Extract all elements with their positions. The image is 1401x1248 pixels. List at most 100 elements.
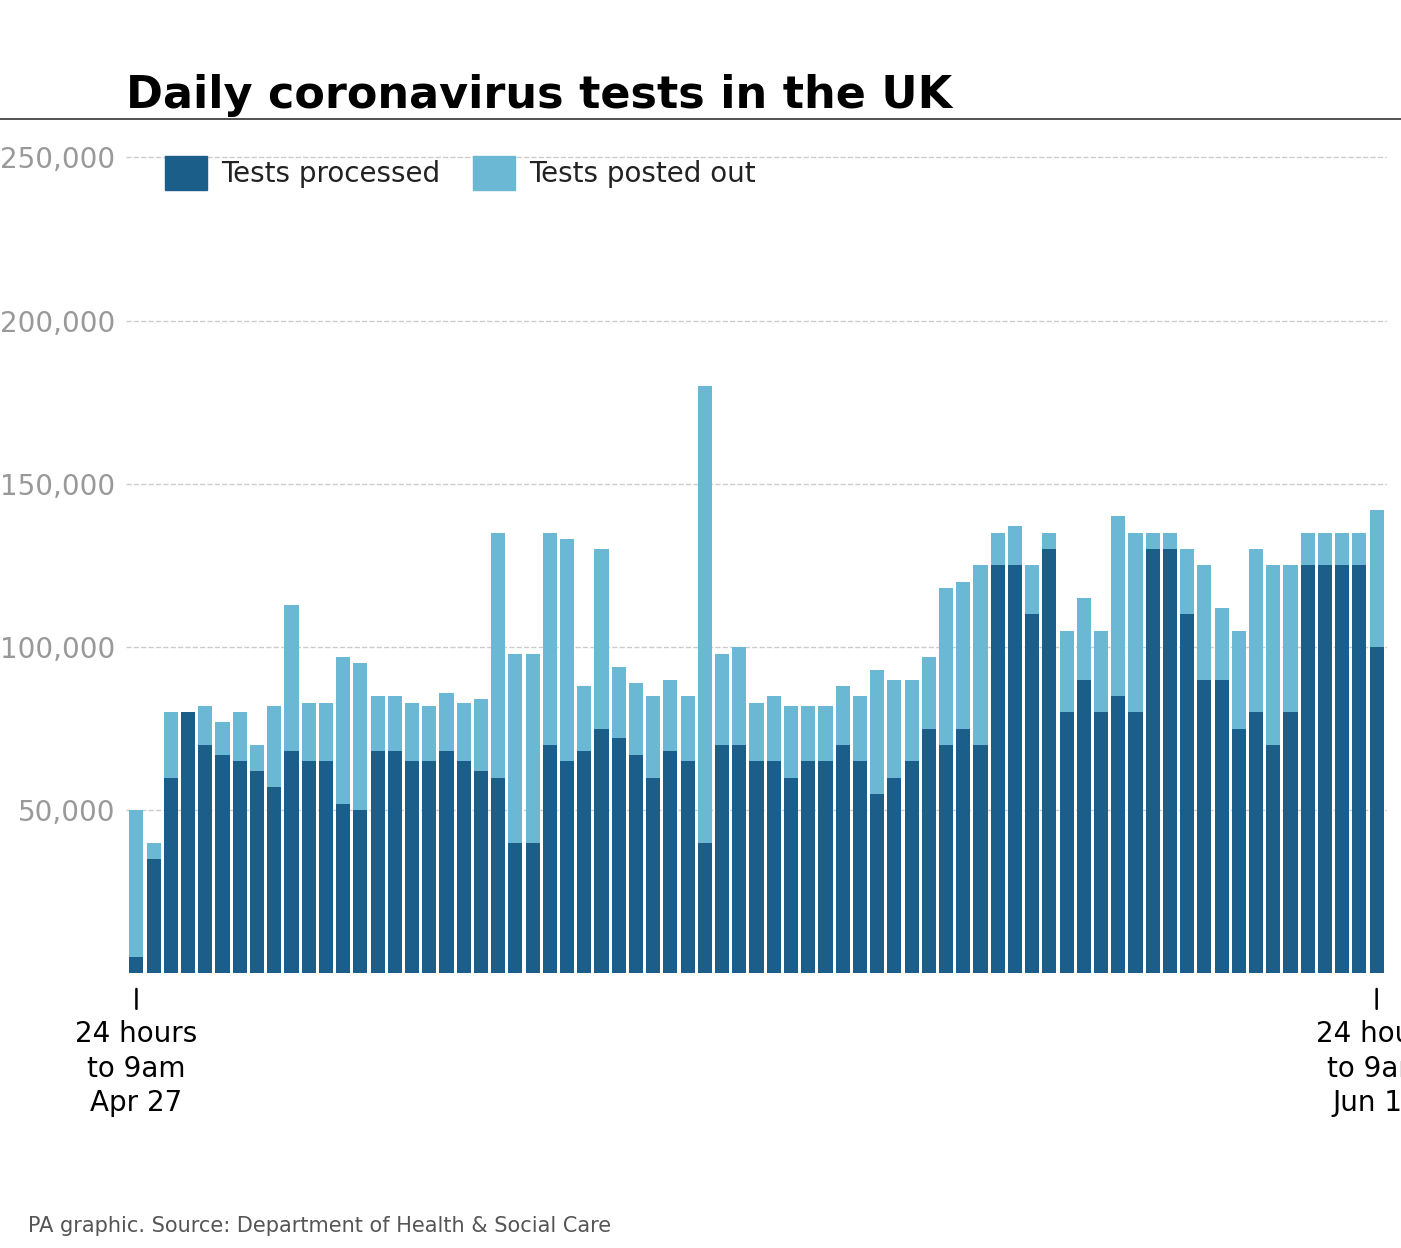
Bar [905, 761, 919, 973]
Bar [353, 810, 367, 973]
Bar [560, 761, 574, 973]
Bar [1163, 533, 1177, 549]
Bar [835, 745, 850, 973]
Bar [681, 696, 695, 761]
Bar [629, 683, 643, 755]
Bar [353, 664, 367, 810]
Bar [974, 745, 988, 973]
Bar [1077, 598, 1091, 680]
Bar [1128, 533, 1143, 713]
Bar [785, 706, 799, 778]
Bar [509, 842, 523, 973]
Bar [1300, 533, 1314, 565]
Bar [1318, 533, 1332, 565]
Bar [818, 706, 832, 761]
Bar [1231, 630, 1245, 729]
Bar [577, 751, 591, 973]
Bar [474, 771, 488, 973]
Bar [233, 761, 247, 973]
Bar [750, 761, 764, 973]
Bar [216, 755, 230, 973]
Bar [715, 745, 729, 973]
Bar [560, 539, 574, 761]
Bar [1094, 713, 1108, 973]
Bar [542, 533, 558, 745]
Bar [1231, 729, 1245, 973]
Bar [319, 761, 333, 973]
Bar [233, 713, 247, 761]
Bar [629, 755, 643, 973]
Bar [1146, 549, 1160, 973]
Bar [1250, 713, 1264, 973]
Bar [164, 778, 178, 973]
Bar [405, 761, 419, 973]
Bar [1111, 517, 1125, 696]
Bar [905, 680, 919, 761]
Bar [1352, 565, 1366, 973]
Bar [319, 703, 333, 761]
Bar [440, 751, 454, 973]
Bar [681, 761, 695, 973]
Bar [370, 751, 385, 973]
Bar [1077, 680, 1091, 973]
Bar [733, 646, 747, 745]
Bar [1215, 608, 1229, 680]
Bar [1026, 614, 1040, 973]
Bar [801, 761, 815, 973]
Bar [1026, 565, 1040, 614]
Bar [698, 386, 712, 842]
Bar [887, 778, 901, 973]
Bar [853, 761, 867, 973]
Bar [957, 582, 971, 729]
Bar [268, 787, 282, 973]
Text: Daily coronavirus tests in the UK: Daily coronavirus tests in the UK [126, 74, 953, 117]
Bar [370, 696, 385, 751]
Bar [818, 761, 832, 973]
Bar [646, 778, 660, 973]
Bar [1267, 565, 1281, 745]
Bar [1007, 527, 1021, 565]
Text: 24 hours
to 9am
Apr 27: 24 hours to 9am Apr 27 [76, 1020, 198, 1117]
Bar [1007, 565, 1021, 973]
Bar [577, 686, 591, 751]
Bar [1370, 646, 1384, 973]
Bar [1283, 565, 1297, 713]
Bar [733, 745, 747, 973]
Bar [991, 533, 1005, 565]
Bar [301, 761, 315, 973]
Bar [129, 957, 143, 973]
Bar [1318, 565, 1332, 973]
Bar [612, 666, 626, 739]
Bar [249, 745, 263, 771]
Bar [715, 654, 729, 745]
Bar [129, 810, 143, 957]
Bar [268, 706, 282, 787]
Bar [216, 723, 230, 755]
Bar [388, 696, 402, 751]
Bar [492, 533, 506, 778]
Bar [509, 654, 523, 842]
Bar [542, 745, 558, 973]
Bar [492, 778, 506, 973]
Bar [957, 729, 971, 973]
Bar [974, 565, 988, 745]
Bar [1352, 533, 1366, 565]
Bar [1111, 696, 1125, 973]
Bar [1300, 565, 1314, 973]
Bar [750, 703, 764, 761]
Bar [336, 656, 350, 804]
Bar [457, 761, 471, 973]
Bar [147, 859, 161, 973]
Bar [422, 761, 436, 973]
Bar [1215, 680, 1229, 973]
Bar [474, 699, 488, 771]
Bar [1128, 713, 1143, 973]
Bar [939, 745, 953, 973]
Bar [853, 696, 867, 761]
Legend: Tests processed, Tests posted out: Tests processed, Tests posted out [165, 156, 755, 190]
Bar [422, 706, 436, 761]
Bar [1370, 510, 1384, 646]
Bar [594, 729, 608, 973]
Bar [1059, 713, 1073, 973]
Bar [336, 804, 350, 973]
